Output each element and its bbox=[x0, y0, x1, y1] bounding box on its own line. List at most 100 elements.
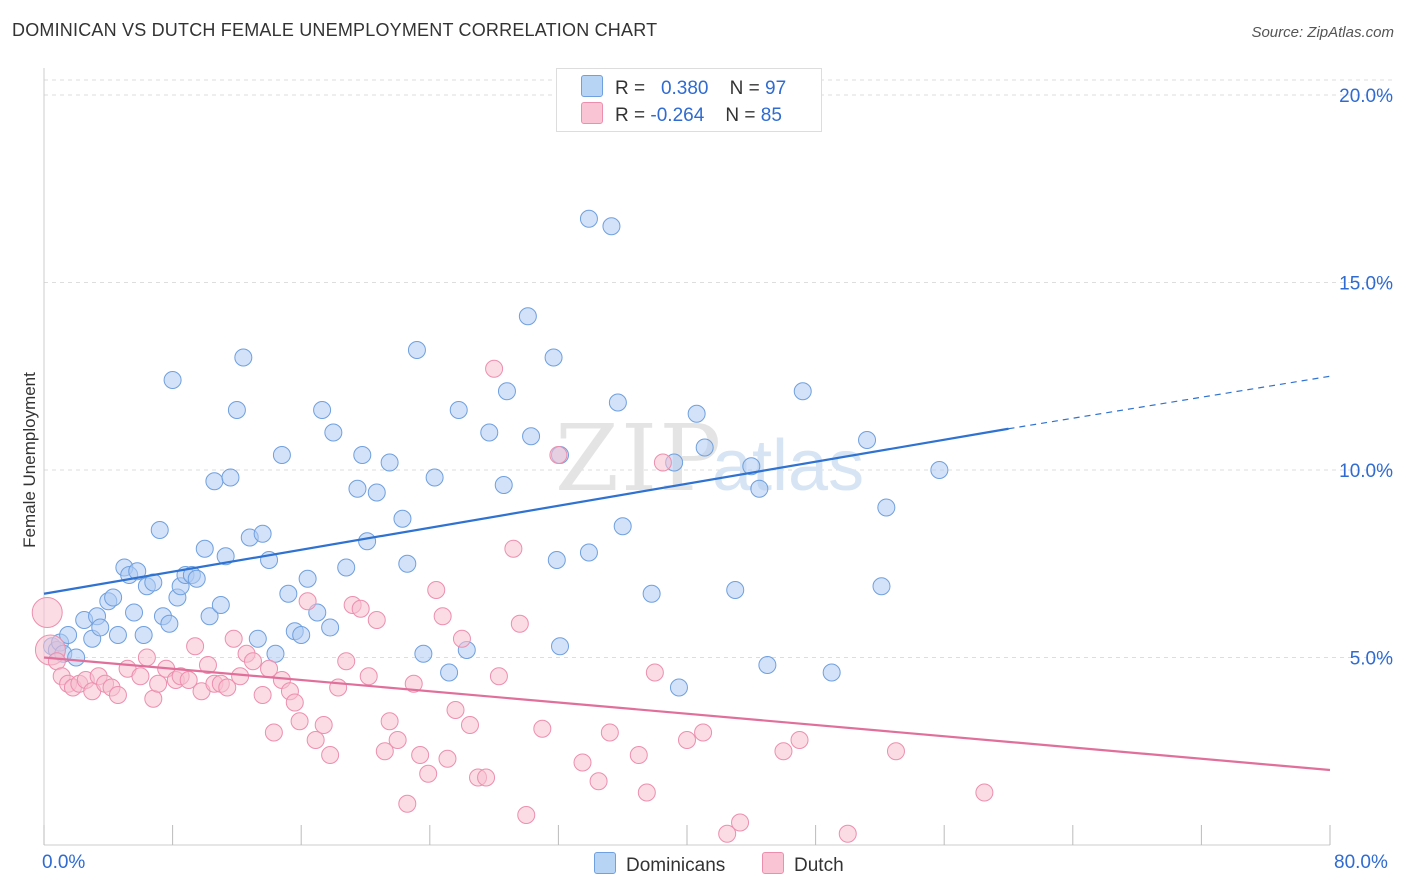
dominican-point bbox=[522, 427, 541, 446]
points-layer bbox=[31, 209, 994, 843]
dominican-point bbox=[187, 569, 206, 588]
y-tick-label: 10.0% bbox=[1339, 461, 1393, 482]
legend-row-dominicans: R = 0.380 N = 97 bbox=[581, 75, 786, 99]
dominican-point bbox=[877, 498, 896, 517]
legend-r-label: R = bbox=[615, 105, 646, 126]
x-tick-label-min: 0.0% bbox=[42, 852, 86, 873]
dominicans-trend-line bbox=[43, 427, 1009, 595]
dominican-point bbox=[134, 626, 153, 644]
legend-label-dominicans: Dominicans bbox=[626, 855, 726, 876]
dominican-point bbox=[227, 401, 246, 419]
dutch-point bbox=[404, 674, 423, 693]
legend-label-dutch: Dutch bbox=[794, 855, 844, 876]
dutch-point bbox=[790, 731, 809, 749]
dominican-point bbox=[266, 644, 285, 663]
dominican-point bbox=[518, 307, 537, 326]
dominican-point bbox=[480, 423, 499, 442]
dominican-point bbox=[108, 626, 127, 644]
dutch-point bbox=[137, 648, 156, 667]
dutch-point bbox=[533, 719, 552, 738]
axis-layer bbox=[43, 68, 1331, 846]
dutch-point bbox=[47, 652, 66, 671]
dutch-point bbox=[144, 689, 163, 708]
dutch-point bbox=[411, 746, 430, 764]
dominican-point bbox=[602, 217, 621, 236]
dominican-point bbox=[205, 472, 224, 491]
dominican-point bbox=[367, 483, 386, 502]
legend-n-label: N = bbox=[729, 78, 760, 99]
legend-n-value: 97 bbox=[765, 78, 787, 99]
dominican-point bbox=[579, 209, 598, 228]
dutch-point bbox=[975, 783, 994, 802]
dominican-point bbox=[579, 543, 598, 562]
dutch-point bbox=[600, 723, 619, 742]
dutch-point bbox=[31, 597, 63, 628]
dutch-point bbox=[694, 723, 713, 742]
dutch-point bbox=[306, 731, 325, 749]
dutch-point bbox=[838, 824, 857, 843]
dominican-point bbox=[321, 618, 340, 637]
legend-swatch-dominicans bbox=[594, 852, 616, 874]
dutch-point bbox=[351, 599, 370, 618]
dutch-point bbox=[321, 746, 340, 764]
dutch-point bbox=[218, 678, 237, 697]
dominican-point bbox=[353, 446, 372, 464]
legend-swatch-dominicans bbox=[581, 75, 603, 97]
dominican-point bbox=[163, 371, 182, 389]
dominican-point bbox=[494, 476, 513, 494]
dutch-point bbox=[452, 629, 471, 648]
dutch-point bbox=[517, 806, 536, 824]
dutch-point bbox=[510, 614, 529, 633]
dominican-point bbox=[687, 404, 706, 423]
dominican-point bbox=[425, 468, 444, 487]
y-tick-label: 15.0% bbox=[1339, 274, 1393, 295]
grid-layer bbox=[44, 79, 1392, 658]
dutch-point bbox=[108, 686, 127, 704]
dutch-point bbox=[774, 742, 793, 761]
dominican-point bbox=[125, 603, 144, 622]
dutch-point bbox=[186, 637, 205, 656]
dominican-point bbox=[380, 453, 399, 472]
svg-text:ZIP: ZIP bbox=[555, 405, 723, 512]
dominican-point bbox=[393, 509, 412, 528]
dutch-point bbox=[198, 656, 217, 674]
legend-swatch-dutch bbox=[762, 852, 784, 874]
dominican-point bbox=[547, 551, 566, 569]
dominican-point bbox=[234, 348, 253, 367]
dutch-point bbox=[653, 453, 672, 472]
dominican-point bbox=[613, 517, 632, 536]
legend-n-value: 85 bbox=[760, 105, 782, 126]
dominican-point bbox=[195, 539, 214, 558]
dominicans-trend-extension bbox=[1008, 375, 1331, 430]
dutch-point bbox=[549, 446, 568, 464]
dutch-point bbox=[337, 652, 356, 671]
dominican-point bbox=[669, 678, 688, 697]
trend-layer bbox=[43, 375, 1331, 772]
dominican-point bbox=[551, 637, 570, 656]
dominican-point bbox=[407, 341, 426, 359]
dominican-point bbox=[324, 423, 343, 442]
y-tick-label: 20.0% bbox=[1339, 86, 1393, 107]
dutch-point bbox=[489, 667, 508, 686]
dutch-point bbox=[253, 686, 272, 704]
dominican-point bbox=[91, 618, 110, 637]
dutch-point bbox=[224, 629, 243, 648]
dominican-point bbox=[104, 588, 123, 607]
dutch-point bbox=[504, 539, 523, 558]
dutch-point bbox=[314, 716, 333, 734]
dominican-point bbox=[398, 554, 417, 573]
legend-swatch-dutch bbox=[581, 102, 603, 124]
dominican-point bbox=[128, 562, 147, 581]
dutch-point bbox=[367, 611, 386, 629]
dominican-point bbox=[608, 393, 627, 412]
legend-r-value: -0.264 bbox=[650, 105, 705, 126]
dominican-point bbox=[67, 648, 86, 667]
dutch-trend-line bbox=[43, 656, 1331, 772]
dominican-point bbox=[440, 663, 459, 682]
dutch-point bbox=[131, 667, 150, 686]
dominican-point bbox=[298, 569, 317, 588]
dominican-point bbox=[858, 431, 877, 449]
x-tick-label-max: 80.0% bbox=[1334, 852, 1388, 873]
dutch-point bbox=[485, 359, 504, 378]
